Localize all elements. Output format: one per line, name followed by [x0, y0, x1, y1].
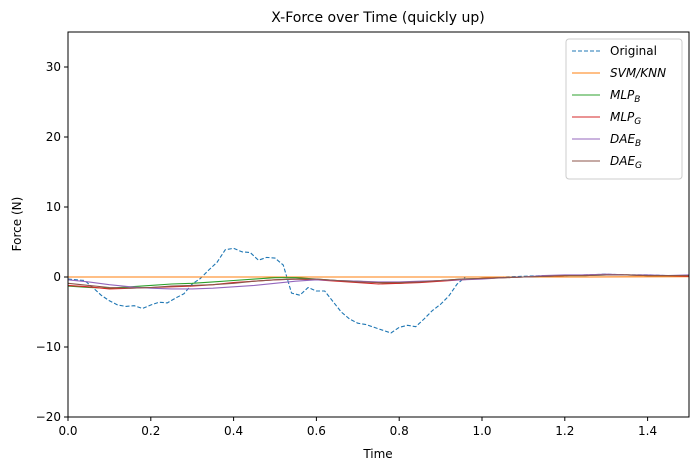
series-line-5	[67, 274, 689, 289]
legend-box	[565, 38, 683, 180]
legend-label-4: DAEB	[610, 132, 641, 149]
chart-title: X-Force over Time (quickly up)	[271, 10, 484, 26]
x-axis-label: Time	[362, 447, 392, 461]
legend-label-1: SVM/KNN	[610, 66, 666, 80]
x-tick-label: 0.4	[224, 424, 243, 438]
y-tick-label: 0	[53, 270, 61, 284]
x-tick-label: 0.8	[390, 424, 409, 438]
y-tick-label: −10	[36, 340, 61, 354]
plot-frame	[67, 31, 690, 418]
y-tick-label: 30	[46, 60, 61, 74]
y-axis-label: Force (N)	[10, 197, 24, 252]
legend-label-2: MLPB	[610, 88, 640, 105]
x-tick-label: 0.6	[307, 424, 326, 438]
legend-label-3: MLPG	[610, 110, 641, 127]
ticks-layer: 0.0 0.2 0.4 0.6 0.8 1.0 1.2 1.4 −20 −10 0 10 20 30	[36, 60, 657, 438]
legend-label-5: DAEG	[610, 154, 642, 171]
x-tick-label: 0.0	[58, 424, 77, 438]
y-tick-label: 20	[46, 130, 61, 144]
series-layer	[67, 247, 690, 334]
y-tick-label: 10	[46, 200, 61, 214]
x-tick-label: 1.2	[555, 424, 574, 438]
x-tick-label: 1.4	[638, 424, 657, 438]
legend: Original SVM/KNN MLPB MLPG DAEB DAEG	[565, 38, 683, 180]
legend-label-0: Original	[610, 44, 657, 58]
series-line-4	[67, 273, 690, 290]
y-tick-label: −20	[36, 410, 61, 424]
x-tick-label: 1.0	[472, 424, 491, 438]
x-tick-label: 0.2	[141, 424, 160, 438]
